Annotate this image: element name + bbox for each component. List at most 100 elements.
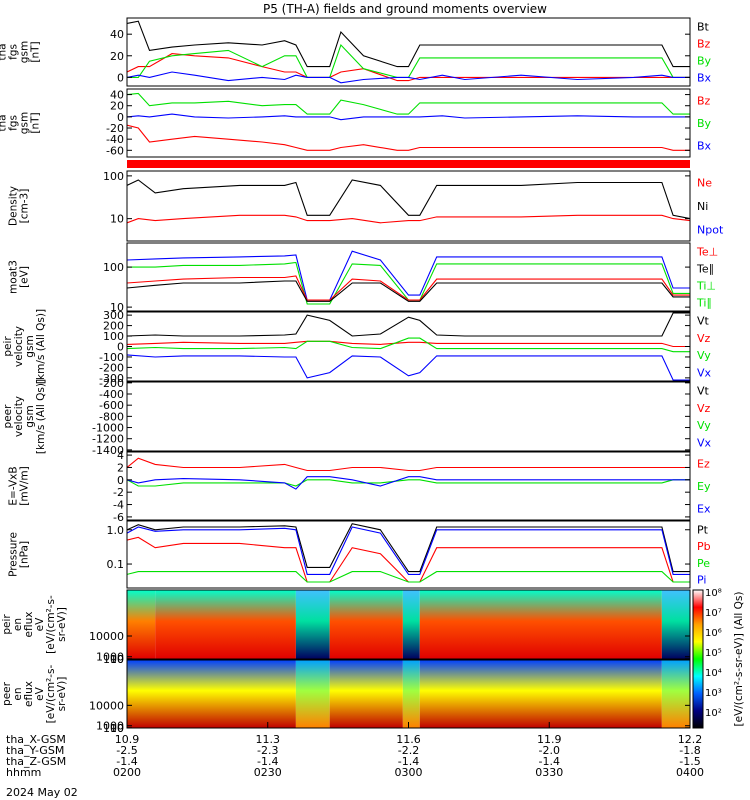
y-tick-label: -800: [99, 410, 124, 423]
x-row-value: -2.0: [539, 744, 560, 757]
y-axis-label-line: fgs: [8, 44, 20, 60]
legend-entry: Bz: [697, 94, 711, 107]
x-row-value: 11.9: [537, 733, 562, 746]
y-axis-label-line: tha: [0, 685, 2, 702]
y-axis-label-line: [nT]: [30, 112, 42, 133]
x-row-value: -2.2: [398, 744, 419, 757]
legend-entry: Ne: [697, 177, 712, 190]
y-tick-label: 20: [110, 100, 124, 113]
y-tick-label: 20: [110, 50, 124, 63]
x-row-value: 0200: [113, 766, 141, 779]
y-tick-label: 0: [117, 111, 124, 124]
y-tick-label: -4: [113, 499, 124, 512]
y-tick-label: 100: [103, 330, 124, 343]
y-axis-label-line: [mV/m]: [19, 466, 31, 505]
y-axis-label-line: gsm: [19, 112, 31, 134]
y-tick-label: 200: [103, 320, 124, 333]
y-tick-label: -60: [106, 144, 124, 157]
y-axis-label: E=-VxB[mV/m]: [8, 466, 31, 505]
panel-frame: [126, 242, 691, 312]
legend-entry: Vt: [697, 315, 710, 328]
y-tick-label: 1.0: [107, 524, 125, 537]
x-row-value: 0300: [395, 766, 423, 779]
legend-entry: Pi: [697, 574, 706, 587]
y-axis-label-line: peer: [1, 681, 13, 706]
y-axis-label-line: [eV]: [19, 266, 31, 288]
legend-entry: Npot: [697, 223, 724, 236]
y-tick-label: -2: [113, 486, 124, 499]
y-axis-label-line: eV: [34, 617, 46, 631]
series-line-Bx: [126, 113, 690, 121]
legend-entry: By: [697, 55, 712, 68]
y-axis-label-line: moat3: [8, 260, 20, 294]
series-line-Vx: [126, 354, 690, 381]
legend-entry: Ti⊥: [696, 280, 716, 293]
y-tick-label: -400: [99, 388, 124, 401]
y-axis-label: thafgsgsm[nT]: [0, 112, 42, 134]
y-axis-label-line: velocity: [13, 326, 25, 367]
y-axis-label-line: sr-eV)]: [56, 677, 68, 712]
y-tick-label: 100: [103, 261, 124, 274]
y-axis-label-line: tha: [0, 408, 3, 425]
panel-fgs_all: 0 20 40 thafgsgsm[nT] Bt Bz By Bx: [0, 17, 712, 87]
y-axis-label-line: en: [12, 687, 24, 700]
y-tick-label: -600: [99, 399, 124, 412]
series-line-Vz: [126, 340, 690, 348]
x-row-value: 11.3: [256, 733, 281, 746]
y-tick-label: 40: [110, 28, 124, 41]
legend-entry: Ni: [697, 200, 708, 213]
y-axis-label-line: [nPa]: [19, 541, 31, 568]
y-tick-label: -1200: [92, 433, 124, 446]
y-axis-label-line: [nT]: [30, 41, 42, 62]
colorbar-tick: 10⁷: [705, 608, 722, 619]
spectrogram-band: [295, 660, 330, 728]
x-row-value: 0230: [254, 766, 282, 779]
legend-entry: Vx: [697, 436, 712, 449]
panel-frame: [126, 170, 691, 242]
y-axis-label-line: eflux: [23, 612, 35, 638]
y-axis-label: moat3[eV]: [8, 260, 31, 294]
legend-entry: Ex: [697, 503, 711, 516]
colorbar-tick: 10⁴: [705, 668, 722, 679]
y-tick-label: 1000: [96, 651, 124, 664]
y-tick-label: 0: [117, 341, 124, 354]
x-row-value: -1.8: [679, 744, 700, 757]
panel-frame: [126, 589, 691, 660]
x-row-value: -1.4: [257, 755, 278, 768]
spectrogram-band: [155, 590, 296, 659]
figure-title: P5 (TH-A) fields and ground moments over…: [263, 2, 547, 16]
y-axis-label: thapeervelocitygsm[km/s (All Qs)]: [0, 379, 47, 454]
y-tick-label: 40: [110, 89, 124, 102]
legend-entry: Bz: [697, 38, 711, 51]
y-axis-label: Density[cm-3]: [8, 186, 31, 226]
y-tick-label: -40: [106, 133, 124, 146]
legend-entry: Te∥: [696, 263, 714, 276]
y-tick-label: -1400: [92, 444, 124, 457]
series-line-Bz: [126, 124, 690, 151]
y-axis-label-line: Pressure: [8, 532, 20, 577]
colorbar-label: [eV/(cm²-s-sr-eV)] (All Qs): [733, 592, 745, 727]
legend-entry: Ey: [697, 480, 711, 493]
series-line-By: [126, 92, 690, 115]
y-axis-label-line: tha: [0, 338, 3, 355]
series-line-Bt: [126, 20, 690, 68]
y-tick-label: -300: [99, 372, 124, 385]
y-axis-label-line: fgs: [8, 115, 20, 131]
y-axis-label: thapeirvelocitygsm[km/s (All Qs)]: [0, 309, 47, 384]
series-line-Vt: [126, 312, 690, 337]
legend-entry: Ez: [697, 457, 710, 470]
y-tick-label: 100: [103, 653, 124, 666]
legend-entry: Pt: [697, 523, 709, 536]
x-row-value: 0330: [535, 766, 563, 779]
y-axis-label-line: peir: [2, 336, 14, 357]
x-row-label: tha_X-GSM: [6, 733, 66, 746]
spectrogram-band: [419, 590, 662, 659]
x-row-value: -1.4: [539, 755, 560, 768]
spectrogram-band: [127, 590, 156, 659]
series-line-Te2: [126, 280, 690, 302]
y-axis-label-line: E=-VxB: [8, 466, 20, 505]
y-tick-label: 10: [110, 301, 124, 314]
series-line-Ti2: [127, 261, 690, 305]
x-row-value: 10.9: [115, 733, 140, 746]
